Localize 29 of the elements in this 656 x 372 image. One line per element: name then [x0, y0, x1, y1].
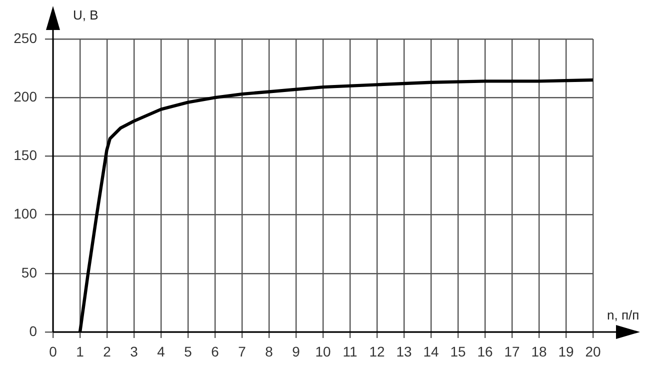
x-tick-label: 12: [369, 343, 385, 360]
x-tick-label: 16: [477, 343, 493, 360]
y-tick-label: 200: [14, 88, 38, 104]
y-axis-title: U, В: [73, 8, 98, 23]
y-tick-label: 250: [14, 30, 38, 46]
x-tick-label: 2: [103, 343, 112, 360]
x-tick-label: 17: [504, 343, 520, 360]
x-tick-label: 7: [238, 343, 246, 360]
y-tick-label: 150: [14, 147, 38, 164]
x-tick-label: 10: [315, 343, 331, 360]
x-tick-label: 19: [558, 343, 574, 360]
x-tick-label: 1: [76, 343, 84, 360]
x-axis-title: n, п/п: [607, 308, 640, 323]
x-tick-label: 4: [157, 343, 166, 360]
x-tick-label: 18: [531, 343, 547, 360]
x-tick-label: 5: [184, 343, 192, 360]
x-tick-label: 9: [292, 343, 300, 360]
x-tick-label: 6: [211, 343, 220, 360]
x-tick-label: 11: [342, 343, 358, 360]
x-tick-label: 20: [585, 343, 601, 360]
y-tick-label: 100: [14, 206, 38, 222]
x-tick-label: 13: [396, 343, 412, 360]
x-tick-label: 14: [423, 343, 439, 360]
y-tick-label: 0: [29, 322, 38, 339]
x-tick-label: 15: [450, 343, 466, 360]
y-tick-label: 50: [21, 264, 38, 280]
x-tick-label: 8: [265, 343, 274, 360]
x-tick-label: 0: [49, 343, 58, 360]
x-tick-label: 3: [130, 343, 138, 360]
